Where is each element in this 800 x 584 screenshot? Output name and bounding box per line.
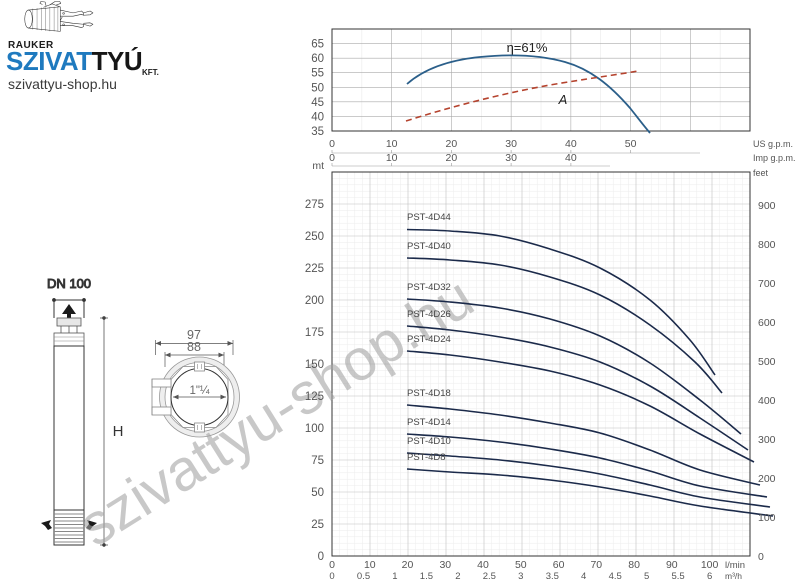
svg-text:mt: mt [312,160,324,172]
svg-text:250: 250 [305,231,324,243]
svg-text:60: 60 [311,53,324,65]
svg-text:5: 5 [644,571,649,582]
svg-text:500: 500 [758,356,776,368]
svg-text:PST-4D14: PST-4D14 [407,417,451,428]
svg-text:1.5: 1.5 [420,571,433,582]
svg-text:50: 50 [311,82,324,94]
svg-text:100: 100 [701,559,719,571]
svg-text:0: 0 [318,551,324,563]
svg-text:800: 800 [758,239,776,251]
svg-text:3: 3 [518,571,523,582]
svg-text:1: 1 [392,571,397,582]
svg-text:feet: feet [753,168,769,178]
svg-text:40: 40 [565,138,577,150]
svg-text:PST-4D26: PST-4D26 [407,309,451,320]
svg-text:4: 4 [581,571,586,582]
svg-text:600: 600 [758,317,776,329]
svg-text:45: 45 [311,97,324,109]
svg-text:50: 50 [515,559,527,571]
svg-text:A: A [558,92,568,107]
svg-text:150: 150 [305,359,324,371]
svg-text:0: 0 [329,559,335,571]
svg-text:0: 0 [758,551,764,563]
svg-text:55: 55 [311,68,324,80]
svg-text:PST-4D10: PST-4D10 [407,436,451,447]
svg-text:US g.p.m.: US g.p.m. [753,139,793,149]
svg-text:35: 35 [311,126,324,138]
svg-text:10: 10 [386,138,398,150]
svg-text:40: 40 [311,111,324,123]
svg-text:η=61%: η=61% [507,40,548,55]
svg-text:4.5: 4.5 [609,571,622,582]
svg-text:40: 40 [565,152,577,164]
svg-text:275: 275 [305,199,324,211]
svg-text:100: 100 [305,423,324,435]
svg-text:60: 60 [553,559,565,571]
svg-text:PST-4D32: PST-4D32 [407,282,451,293]
svg-text:5.5: 5.5 [671,571,684,582]
svg-text:l/min: l/min [725,560,745,571]
svg-text:30: 30 [439,559,451,571]
svg-text:30: 30 [505,152,517,164]
svg-text:6: 6 [707,571,712,582]
svg-text:PST-4D18: PST-4D18 [407,388,451,399]
svg-text:10: 10 [386,152,398,164]
svg-text:0: 0 [329,138,335,150]
svg-text:3.5: 3.5 [546,571,559,582]
svg-text:200: 200 [305,295,324,307]
svg-text:PST-4D40: PST-4D40 [407,241,451,252]
svg-text:225: 225 [305,263,324,275]
svg-text:300: 300 [758,434,776,446]
svg-text:50: 50 [311,487,324,499]
svg-text:175: 175 [305,327,324,339]
svg-text:10: 10 [364,559,376,571]
svg-text:75: 75 [311,455,324,467]
svg-text:m³/h: m³/h [725,571,742,581]
svg-text:70: 70 [590,559,602,571]
svg-text:80: 80 [628,559,640,571]
svg-text:20: 20 [402,559,414,571]
svg-text:200: 200 [758,473,776,485]
svg-text:0: 0 [329,152,335,164]
svg-text:20: 20 [446,152,458,164]
svg-text:PST-4D44: PST-4D44 [407,212,451,223]
svg-text:PST-4D8: PST-4D8 [407,452,446,463]
svg-text:90: 90 [666,559,678,571]
svg-text:700: 700 [758,278,776,290]
svg-text:Imp g.p.m.: Imp g.p.m. [753,153,796,163]
svg-text:PST-4D24: PST-4D24 [407,334,451,345]
svg-text:400: 400 [758,395,776,407]
svg-text:25: 25 [311,519,324,531]
svg-text:0: 0 [329,571,334,582]
svg-text:65: 65 [311,39,324,51]
svg-text:125: 125 [305,391,324,403]
svg-text:50: 50 [625,138,637,150]
svg-text:2.5: 2.5 [483,571,496,582]
svg-text:20: 20 [446,138,458,150]
svg-text:30: 30 [505,138,517,150]
svg-text:100: 100 [758,512,776,524]
svg-text:900: 900 [758,200,776,212]
svg-text:0.5: 0.5 [357,571,370,582]
svg-text:2: 2 [455,571,460,582]
svg-text:40: 40 [477,559,489,571]
